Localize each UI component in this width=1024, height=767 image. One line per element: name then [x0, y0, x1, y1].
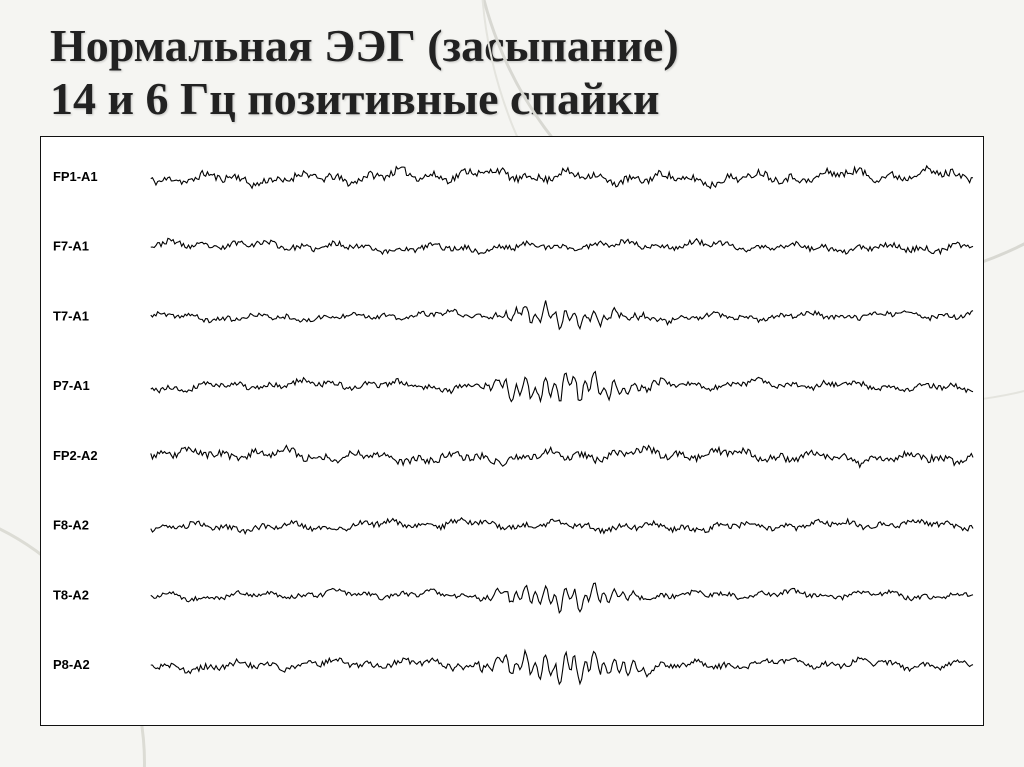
eeg-trace — [151, 518, 973, 534]
channel-label: P7-A1 — [53, 378, 90, 393]
eeg-trace — [151, 445, 973, 467]
slide: Нормальная ЭЭГ (засыпание) 14 и 6 Гц поз… — [0, 0, 1024, 767]
channel-label: F7-A1 — [53, 238, 89, 253]
title-line-2: 14 и 6 Гц позитивные спайки — [50, 73, 659, 124]
eeg-trace — [151, 300, 973, 329]
eeg-trace — [151, 166, 973, 188]
channel-label: FP2-A2 — [53, 448, 98, 463]
eeg-trace — [151, 238, 973, 254]
slide-title: Нормальная ЭЭГ (засыпание) 14 и 6 Гц поз… — [50, 20, 984, 126]
eeg-trace — [151, 650, 973, 683]
channel-label: T8-A2 — [53, 587, 89, 602]
eeg-svg: FP1-A1 F7-A1 T7-A1 P7-A1 FP2-A2 F8-A2 T8-A2 P8-… — [41, 137, 983, 725]
eeg-chart: FP1-A1 F7-A1 T7-A1 P7-A1 FP2-A2 F8-A2 T8-A2 P8-… — [40, 136, 984, 726]
channel-label: P8-A2 — [53, 657, 90, 672]
title-line-1: Нормальная ЭЭГ (засыпание) — [50, 20, 679, 71]
eeg-trace — [151, 371, 973, 401]
channel-label: FP1-A1 — [53, 169, 98, 184]
channel-label: T7-A1 — [53, 308, 89, 323]
eeg-trace — [151, 583, 973, 612]
channel-label: F8-A2 — [53, 517, 89, 532]
